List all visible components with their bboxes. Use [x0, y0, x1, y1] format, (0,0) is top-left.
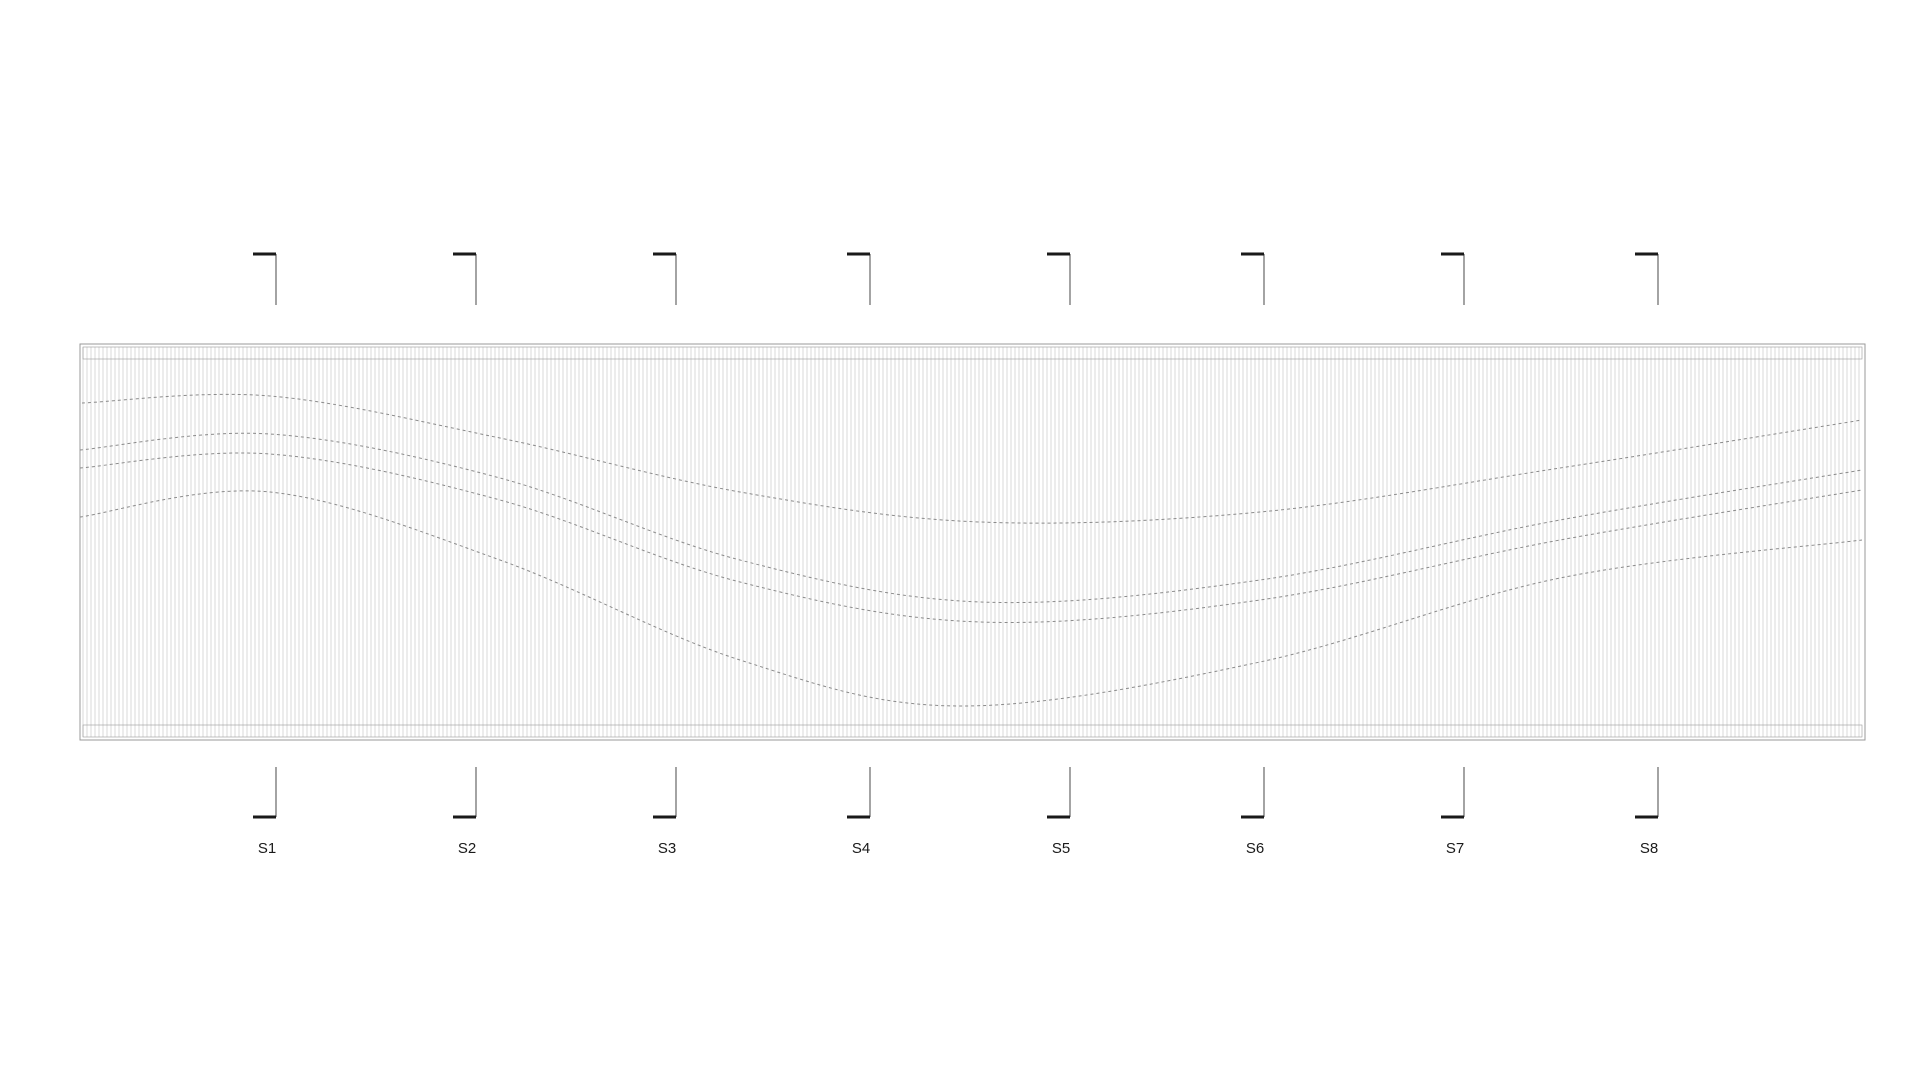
- section-marker-s3: S3: [653, 252, 677, 857]
- section-markers: S1 S2 S3 S4 S5 S6 S7 S8: [253, 252, 1659, 857]
- section-marker-s1: S1: [253, 252, 277, 857]
- section-marker-s7: S7: [1441, 252, 1465, 857]
- section-label: S4: [852, 840, 870, 857]
- section-label: S8: [1640, 840, 1658, 857]
- section-label: S6: [1246, 840, 1264, 857]
- contour-curves: [79, 393, 1863, 707]
- section-label: S5: [1052, 840, 1070, 857]
- section-label: S2: [458, 840, 476, 857]
- section-label: S3: [658, 840, 676, 857]
- section-marker-s2: S2: [453, 252, 477, 857]
- panel-outline: [79, 343, 1866, 741]
- slat-panel: [79, 343, 1866, 741]
- section-marker-s5: S5: [1047, 252, 1071, 857]
- section-marker-s8: S8: [1635, 252, 1659, 857]
- contour-curve-2: [79, 432, 1863, 604]
- section-label: S1: [258, 840, 276, 857]
- contour-curve-4: [79, 490, 1863, 707]
- contour-curve-3: [79, 452, 1863, 623]
- section-label: S7: [1446, 840, 1464, 857]
- section-marker-s4: S4: [847, 252, 871, 857]
- section-marker-s6: S6: [1241, 252, 1265, 857]
- panel-slats: [82, 347, 1860, 737]
